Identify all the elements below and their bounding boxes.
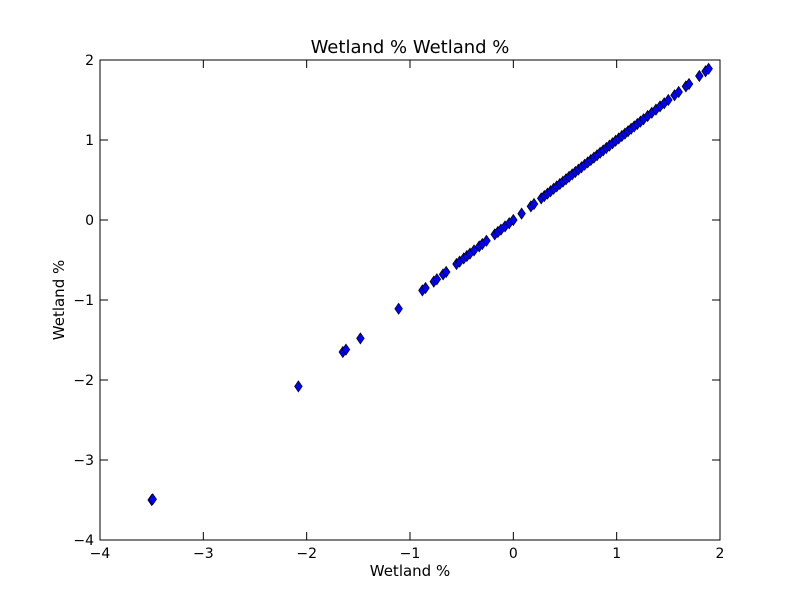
- data-point: [294, 380, 303, 393]
- y-tick-label: 1: [85, 133, 94, 149]
- x-tick-label: −2: [296, 546, 317, 562]
- data-point: [394, 302, 403, 315]
- x-tick-label: −1: [400, 546, 421, 562]
- data-point: [441, 265, 451, 279]
- data-point: [482, 234, 491, 247]
- data-points: [147, 62, 713, 507]
- y-tick-label: 0: [85, 213, 94, 229]
- chart-title: Wetland % Wetland %: [311, 37, 510, 58]
- y-tick-label: −3: [73, 453, 94, 469]
- data-point: [704, 62, 713, 75]
- y-axis-title: Wetland %: [50, 260, 68, 340]
- data-point: [529, 197, 539, 211]
- x-tick-label: 2: [716, 546, 725, 562]
- y-tick-label: −1: [73, 293, 94, 309]
- y-tick-label: −4: [73, 533, 94, 549]
- y-tick-label: −2: [73, 373, 94, 389]
- x-axis-title: Wetland %: [370, 562, 450, 580]
- y-axis-ticks: −4 −3 −2 −1 0 1 2: [73, 53, 720, 549]
- data-point: [664, 93, 673, 107]
- x-tick-label: −4: [90, 546, 111, 562]
- x-axis-ticks: −4 −3 −2 −1 0 1 2: [90, 60, 725, 562]
- data-point: [684, 77, 694, 91]
- data-point: [432, 273, 442, 286]
- data-point: [695, 69, 704, 83]
- x-tick-label: −3: [193, 546, 214, 562]
- data-point: [341, 343, 351, 356]
- x-tick-label: 0: [509, 546, 518, 562]
- plot-area: −4 −3 −2 −1 0 1 2 −4 −3 −2 −1 0 1 2: [73, 53, 724, 562]
- y-tick-label: 2: [85, 53, 94, 69]
- data-point: [674, 85, 683, 99]
- data-point: [509, 213, 518, 227]
- x-tick-label: 1: [612, 546, 621, 562]
- data-point: [356, 332, 365, 345]
- data-point: [421, 281, 430, 295]
- data-point: [517, 207, 526, 220]
- data-point: [148, 493, 157, 506]
